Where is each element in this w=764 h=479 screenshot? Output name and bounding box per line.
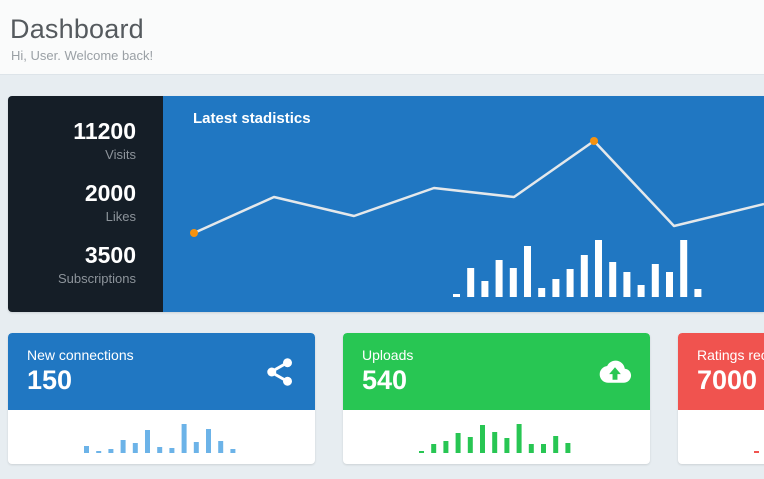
- latest-statistics-panel: Latest stadistics: [163, 96, 764, 312]
- card-new-connections: New connections 150: [8, 333, 315, 464]
- stat-visits-value: 11200: [73, 118, 136, 144]
- stat-subscriptions: 3500 Subscriptions: [8, 240, 136, 288]
- kpi-cards-row: New connections 150 Uploads 540: [8, 333, 764, 464]
- stat-likes-label: Likes: [105, 209, 136, 224]
- cloud-upload-icon: [598, 357, 632, 387]
- card-ratings-received: Ratings rece 7000: [678, 333, 764, 464]
- stat-likes-value: 2000: [84, 180, 136, 206]
- card-new-connections-body: [8, 410, 315, 464]
- page-title: Dashboard: [10, 14, 144, 44]
- stat-subscriptions-value: 3500: [84, 242, 136, 268]
- card-new-connections-label: New connections: [27, 347, 134, 363]
- card-ratings-received-value: 7000: [697, 365, 758, 395]
- card-ratings-received-label: Ratings rece: [697, 347, 764, 363]
- card-ratings-received-header: Ratings rece 7000: [678, 333, 764, 410]
- card-ratings-received-body: [678, 410, 764, 464]
- statistics-widget: 11200 Visits 2000 Likes 3500 Subscriptio…: [8, 96, 764, 312]
- share-icon: [263, 357, 297, 387]
- card-uploads-header: Uploads 540: [343, 333, 650, 410]
- stat-likes: 2000 Likes: [8, 178, 136, 226]
- ratings-sparkline: [754, 451, 759, 453]
- card-uploads-label: Uploads: [362, 347, 414, 363]
- latest-statistics-chart: [190, 137, 764, 297]
- latest-statistics-title: Latest stadistics: [193, 110, 311, 127]
- new-connections-sparkline: [84, 424, 236, 453]
- card-uploads-body: [343, 410, 650, 464]
- stat-visits-label: Visits: [105, 147, 136, 162]
- uploads-sparkline: [419, 424, 571, 453]
- card-uploads-value: 540: [362, 365, 408, 395]
- card-new-connections-value: 150: [27, 365, 73, 395]
- stat-visits: 11200 Visits: [8, 116, 136, 164]
- page-subtitle: Hi, User. Welcome back!: [11, 48, 154, 63]
- card-uploads: Uploads 540: [343, 333, 650, 464]
- card-new-connections-header: New connections 150: [8, 333, 315, 410]
- stats-summary-panel: 11200 Visits 2000 Likes 3500 Subscriptio…: [8, 96, 163, 312]
- stat-subscriptions-label: Subscriptions: [57, 271, 136, 286]
- page-header: Dashboard Hi, User. Welcome back!: [0, 0, 764, 75]
